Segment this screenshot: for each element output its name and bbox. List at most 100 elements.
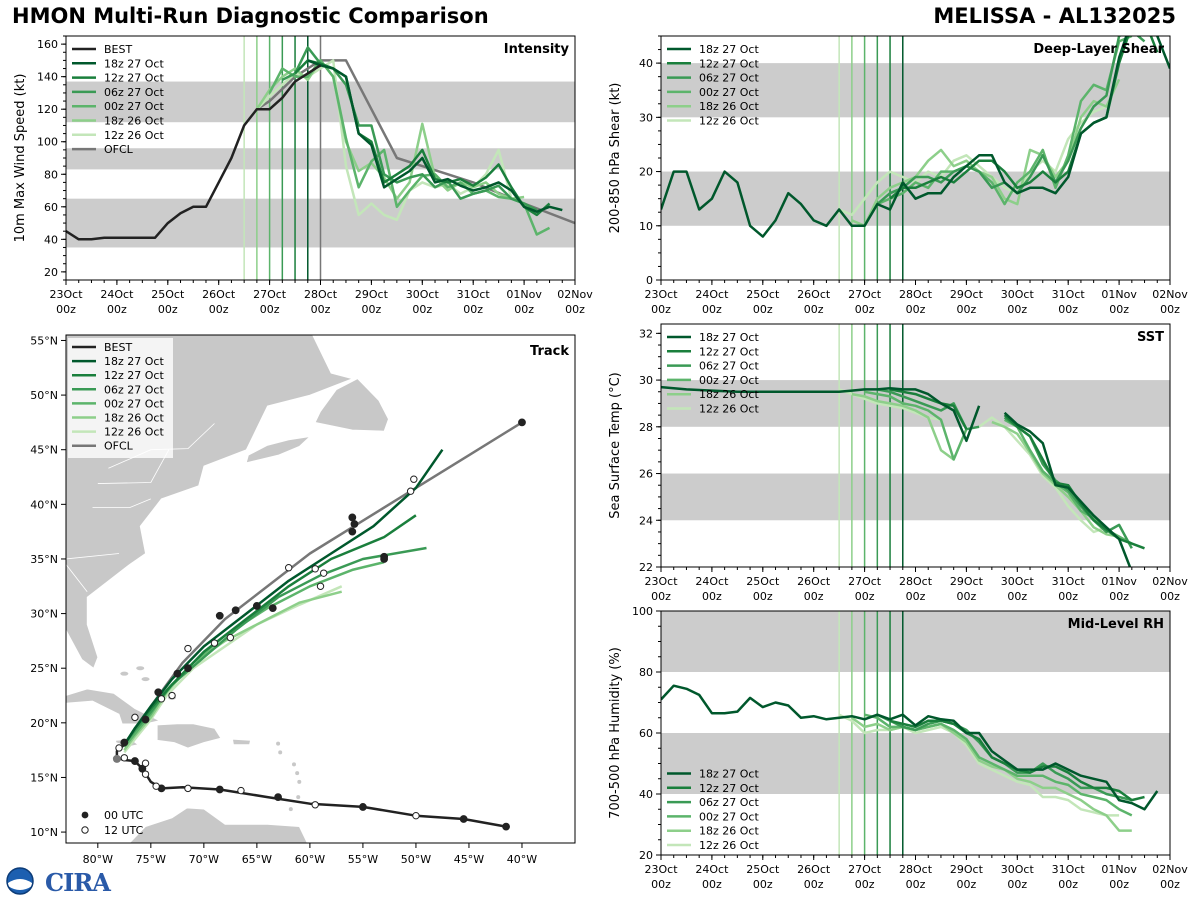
track-point-00utc — [348, 513, 357, 522]
track-point-12utc — [284, 563, 293, 572]
y-tick-label: 30 — [639, 374, 653, 387]
legend-label: 12z 26 Oct — [104, 426, 164, 439]
y-axis-label: Sea Surface Temp (°C) — [608, 372, 623, 519]
figure-title: HMON Multi-Run Diagnostic Comparison — [12, 4, 489, 28]
series-group — [661, 684, 1159, 832]
x-tick-label: 30Oct — [1001, 575, 1035, 588]
x-tick-label: 45°W — [454, 853, 484, 866]
track-point-12utc — [184, 784, 192, 793]
x-tick-label: 00z — [855, 303, 875, 316]
x-tick-label: 60°W — [295, 853, 325, 866]
y-tick-label: 0 — [646, 274, 653, 287]
x-tick-label: 00z — [1109, 878, 1129, 891]
legend-label: 12 UTC — [104, 824, 144, 837]
x-tick-label: 23Oct — [49, 288, 83, 301]
legend-label: OFCL — [104, 440, 134, 453]
legend-marker-12utc — [81, 826, 89, 834]
panel-rh: 20 40 60 80 100 23Oct 00z 24Oct 00z 25Oct 00z 26Oct… — [608, 605, 1188, 891]
x-tick-label: 01Nov — [1101, 863, 1137, 876]
y-tick-label: 40°N — [30, 498, 58, 511]
x-tick-label: 30Oct — [1001, 863, 1035, 876]
series-line — [255, 59, 525, 200]
x-tick-label: 00z — [957, 303, 977, 316]
x-tick-label: 02Nov — [1152, 863, 1188, 876]
x-tick-label: 30Oct — [406, 288, 440, 301]
x-tick-label: 27Oct — [848, 575, 882, 588]
x-tick-label: 00z — [855, 590, 875, 603]
x-tick-label: 00z — [702, 303, 722, 316]
x-tick-label: 00z — [753, 590, 773, 603]
x-tick-label: 01Nov — [1101, 575, 1137, 588]
legend-label: BEST — [104, 341, 132, 354]
land-nova-scotia — [245, 436, 312, 464]
track-point-00utc — [459, 815, 468, 823]
x-tick-label: 25Oct — [746, 575, 780, 588]
x-tick-label: 02Nov — [1152, 575, 1188, 588]
map-border — [92, 498, 151, 509]
y-tick-label: 30 — [639, 111, 653, 124]
panel-shear: 0 10 20 30 40 23Oct 00z 24Oct 00z 25Oct 00z 26Oct 00… — [608, 35, 1188, 316]
x-tick-label: 27Oct — [848, 863, 882, 876]
y-tick-label: 60 — [44, 201, 58, 214]
track-point-00utc — [380, 555, 389, 563]
map-border — [97, 449, 170, 484]
x-tick-label: 00z — [463, 303, 483, 316]
track-point-00utc — [350, 520, 359, 528]
track-point-00utc — [184, 664, 192, 673]
series-line — [661, 385, 1132, 567]
x-tick-label: 26Oct — [797, 288, 831, 301]
x-tick-label: 00z — [1109, 303, 1129, 316]
track-point-00utc — [173, 669, 182, 678]
series-line — [851, 78, 1121, 228]
x-tick-label: 31Oct — [1052, 288, 1086, 301]
x-tick-label: 29Oct — [950, 863, 984, 876]
x-tick-label: 00z — [855, 878, 875, 891]
track-point-00utc — [268, 604, 277, 613]
x-tick-label: 29Oct — [950, 288, 984, 301]
land-bahamas — [120, 671, 129, 676]
x-tick-label: 00z — [957, 590, 977, 603]
legend-label: 06z 27 Oct — [104, 86, 164, 99]
legend-label: 12z 27 Oct — [699, 57, 759, 70]
x-tick-label: 00z — [158, 303, 178, 316]
track-point-12utc — [226, 633, 235, 642]
band-0 — [661, 473, 1170, 521]
land-antilles — [291, 762, 296, 767]
band-1 — [661, 380, 1170, 427]
land-south-america — [129, 807, 308, 843]
x-tick-label: 02Nov — [557, 288, 593, 301]
track-point-00utc — [518, 418, 526, 427]
x-tick-label: 24Oct — [695, 288, 729, 301]
track-point-00utc — [252, 602, 261, 610]
x-tick-label: 00z — [1007, 878, 1027, 891]
x-tick-label: 65°W — [242, 853, 272, 866]
track-point-00utc — [138, 764, 147, 773]
x-tick-label: 28Oct — [899, 288, 933, 301]
track-point-00utc — [215, 611, 224, 620]
panel-sst: 22 24 26 28 30 32 23Oct 00z 24Oct 00z 25Oct 00z 26Oc… — [608, 323, 1188, 603]
legend-label: 18z 27 Oct — [104, 355, 164, 368]
track-line — [123, 546, 427, 746]
x-tick-label: 00z — [412, 303, 432, 316]
x-tick-label: 23Oct — [644, 575, 678, 588]
x-tick-label: 31Oct — [1052, 863, 1086, 876]
track-line — [115, 743, 507, 828]
panel-track: 10°N 15°N 20°N 25°N 30°N 35°N 40°N 45°N 50°N 55°N… — [30, 334, 576, 866]
x-tick-label: 00z — [651, 303, 671, 316]
legend-label: 12z 26 Oct — [699, 115, 759, 128]
track-point-12utc — [115, 744, 123, 752]
plot-frame — [65, 334, 576, 844]
x-tick-label: 00z — [1109, 590, 1129, 603]
track-point-12utc — [406, 487, 415, 495]
cira-logo-text: CIRA — [45, 868, 111, 897]
land-puerto-rico — [232, 738, 251, 746]
y-tick-label: 80 — [44, 168, 58, 181]
y-tick-label: 26 — [639, 468, 653, 481]
y-tick-label: 25°N — [30, 662, 58, 675]
x-tick-label: 00z — [906, 590, 926, 603]
legend-label: 18z 26 Oct — [699, 825, 759, 838]
map-border — [66, 564, 88, 592]
land-bahamas — [136, 666, 145, 671]
band-1 — [661, 611, 1170, 672]
y-tick-label: 32 — [639, 327, 653, 340]
